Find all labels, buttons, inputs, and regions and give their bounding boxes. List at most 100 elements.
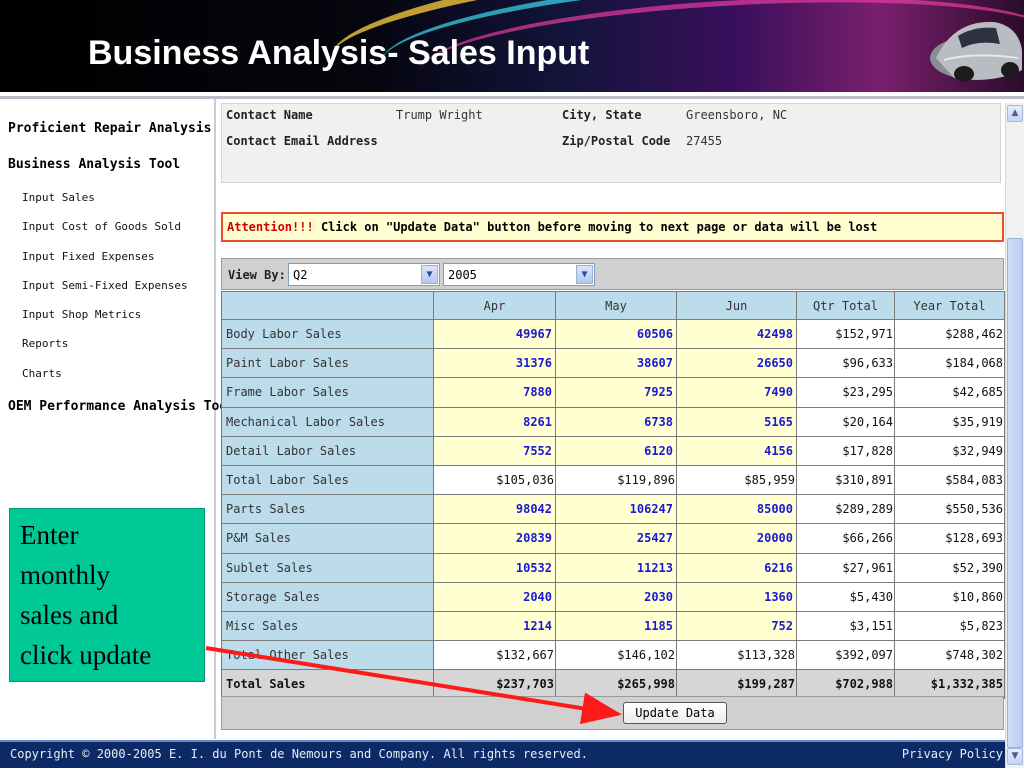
sales-input-cell-apr[interactable]: 98042 [433,494,556,525]
table-row: Total Sales $237,703 $265,998 $199,287 $702,… [221,669,1005,700]
year-select[interactable]: 2005 ▼ [443,263,595,286]
zip-code-label: Zip/Postal Code [562,134,671,148]
sales-input-cell-jun[interactable]: 7490 [676,377,797,408]
computed-cell-year: $584,083 [894,464,1005,496]
nav-item-input-shop-metrics[interactable]: Input Shop Metrics [22,308,142,321]
contact-name-value: Trump Wright [396,108,483,122]
computed-cell-year: $35,919 [894,406,1005,437]
sales-input-cell-apr[interactable]: 31376 [433,348,556,379]
sidebar-nav: Proficient Repair Analysis Business Anal… [0,99,235,739]
row-label: Sublet Sales [221,552,434,583]
computed-cell-qtr: $27,961 [796,552,895,583]
row-label: Parts Sales [221,494,434,525]
nav-heading-business-analysis[interactable]: Business Analysis Tool [8,157,181,172]
scrollbar-thumb[interactable] [1007,238,1023,748]
computed-cell-qtr: $3,151 [796,610,895,642]
computed-cell-qtr: $23,295 [796,377,895,408]
table-header-row: Apr May Jun Qtr Total Year Total [221,291,1005,320]
sales-input-cell-may[interactable]: 1185 [555,610,677,642]
contact-info-panel: Contact Name Trump Wright City, State Gr… [221,103,1001,183]
computed-cell-qtr: $17,828 [796,435,895,466]
table-row: Body Labor Sales 49967 60506 42498 $152,971 $… [221,318,1005,350]
quarter-select[interactable]: Q2 ▼ [288,263,440,286]
zip-code-value: 27455 [686,134,723,148]
scroll-up-icon[interactable]: ▲ [1007,105,1023,122]
sales-input-cell-apr[interactable]: 2040 [433,581,556,612]
nav-heading-oem-performance[interactable]: OEM Performance Analysis Tool [8,399,235,414]
sales-input-cell-jun[interactable]: 20000 [676,523,797,554]
scroll-down-icon[interactable]: ▼ [1007,748,1023,765]
computed-cell-year: $184,068 [894,348,1005,379]
sales-input-cell-jun[interactable]: 5165 [676,406,797,437]
table-row: Storage Sales 2040 2030 1360 $5,430 $10,860 [221,581,1005,612]
row-label: Paint Labor Sales [221,348,434,379]
sales-input-cell-may[interactable]: 11213 [555,552,677,583]
annotation-callout: Enter monthly sales and click update [9,508,205,682]
sales-input-cell-may[interactable]: 25427 [555,523,677,554]
nav-item-reports[interactable]: Reports [22,337,69,350]
nav-item-input-semi-fixed-expenses[interactable]: Input Semi-Fixed Expenses [22,279,188,292]
sales-input-cell-jun[interactable]: 752 [676,610,797,642]
sales-input-table: Apr May Jun Qtr Total Year Total Body La… [221,291,1005,700]
computed-cell-qtr: $96,633 [796,348,895,379]
view-by-label: View By: [228,268,286,282]
city-state-value: Greensboro, NC [686,108,788,122]
nav-item-input-sales[interactable]: Input Sales [22,191,95,204]
sales-input-cell-apr[interactable]: 10532 [433,552,556,583]
sales-input-cell-jun[interactable]: 26650 [676,348,797,379]
callout-line: sales and [20,600,119,630]
table-row: Sublet Sales 10532 11213 6216 $27,961 $52,390 [221,552,1005,583]
chevron-down-icon[interactable]: ▼ [576,265,593,284]
sales-input-cell-may[interactable]: 6120 [555,435,677,466]
sales-input-cell-may[interactable]: 106247 [555,494,677,525]
computed-cell-may: $146,102 [555,640,677,671]
row-label: Body Labor Sales [221,318,434,350]
computed-cell-year: $748,302 [894,640,1005,671]
column-header-label [221,291,434,320]
sales-input-cell-jun[interactable]: 4156 [676,435,797,466]
sales-input-cell-may[interactable]: 38607 [555,348,677,379]
vertical-scrollbar[interactable]: ▲ ▼ [1005,103,1024,768]
sales-input-cell-may[interactable]: 2030 [555,581,677,612]
city-state-label: City, State [562,108,642,122]
table-row: Mechanical Labor Sales 8261 6738 5165 $20,16… [221,406,1005,437]
computed-cell-qtr: $702,988 [796,669,895,700]
sales-input-cell-may[interactable]: 60506 [555,318,677,350]
sales-input-cell-apr[interactable]: 7880 [433,377,556,408]
column-header-jun: Jun [676,291,797,320]
sales-input-cell-apr[interactable]: 20839 [433,523,556,554]
sales-input-cell-may[interactable]: 7925 [555,377,677,408]
column-header-qtr-total: Qtr Total [796,291,895,320]
row-label: Frame Labor Sales [221,377,434,408]
sales-input-cell-apr[interactable]: 7552 [433,435,556,466]
sales-input-cell-may[interactable]: 6738 [555,406,677,437]
column-header-apr: Apr [433,291,556,320]
sales-input-cell-apr[interactable]: 1214 [433,610,556,642]
nav-heading-proficient-repair[interactable]: Proficient Repair Analysis [8,121,212,136]
sales-input-cell-apr[interactable]: 8261 [433,406,556,437]
attention-message: Click on "Update Data" button before mov… [320,220,878,234]
update-bar: Update Data [221,696,1004,730]
table-row: Paint Labor Sales 31376 38607 26650 $96,633 $… [221,348,1005,379]
slide-title: Business Analysis- Sales Input [88,34,590,72]
sales-input-cell-apr[interactable]: 49967 [433,318,556,350]
computed-cell-apr: $105,036 [433,464,556,496]
chevron-down-icon[interactable]: ▼ [421,265,438,284]
nav-item-input-fixed-expenses[interactable]: Input Fixed Expenses [22,250,155,263]
nav-item-input-cogs[interactable]: Input Cost of Goods Sold [22,220,181,233]
column-header-may: May [555,291,677,320]
sales-input-cell-jun[interactable]: 1360 [676,581,797,612]
nav-item-charts[interactable]: Charts [22,367,62,380]
year-select-value: 2005 [448,268,477,282]
footer-bar: Copyright © 2000-2005 E. I. du Pont de N… [0,740,1005,768]
privacy-policy-link[interactable]: Privacy Policy [901,747,1003,761]
sales-input-cell-jun[interactable]: 6216 [676,552,797,583]
computed-cell-apr: $237,703 [433,669,556,700]
computed-cell-qtr: $20,164 [796,406,895,437]
computed-cell-year: $42,685 [894,377,1005,408]
computed-cell-year: $5,823 [894,610,1005,642]
computed-cell-qtr: $5,430 [796,581,895,612]
update-data-button[interactable]: Update Data [623,702,727,724]
sales-input-cell-jun[interactable]: 85000 [676,494,797,525]
sales-input-cell-jun[interactable]: 42498 [676,318,797,350]
